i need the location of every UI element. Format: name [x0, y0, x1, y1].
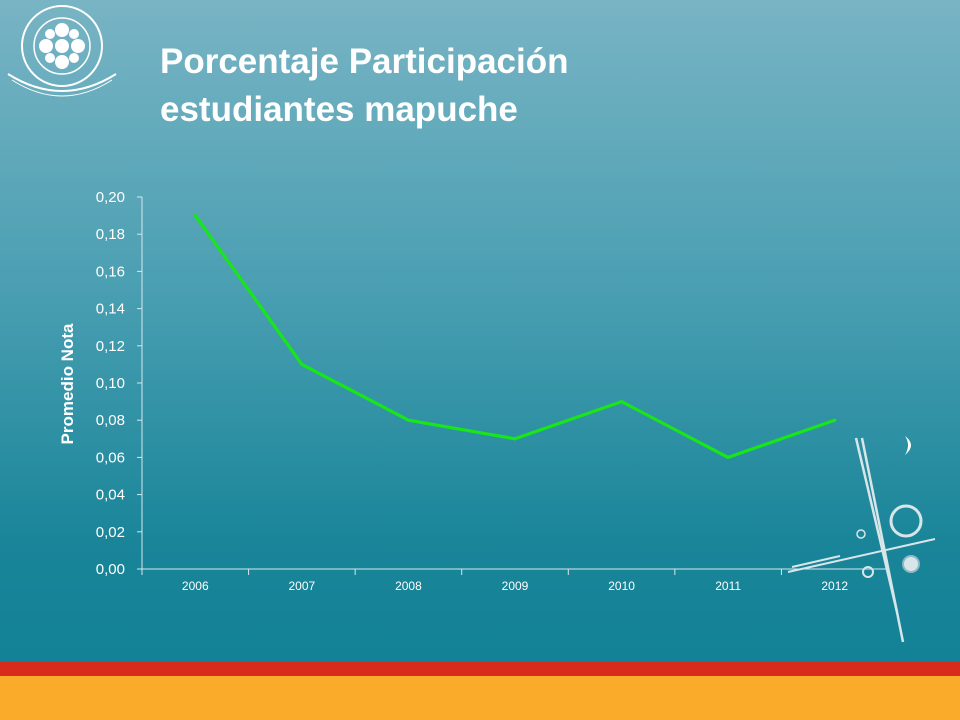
y-tick-label: 0,16 — [96, 263, 125, 280]
chart-axes — [137, 196, 889, 575]
y-tick-label: 0,10 — [96, 375, 125, 392]
y-tick-label: 0,20 — [96, 189, 125, 206]
x-tick-label: 2007 — [289, 579, 316, 593]
data-point — [406, 418, 411, 422]
y-tick-label: 0,02 — [96, 524, 125, 541]
footer-band-red — [0, 662, 960, 676]
data-point — [619, 400, 624, 404]
y-tick-label: 0,14 — [96, 301, 125, 318]
data-point — [300, 362, 304, 366]
y-tick-label: 0,00 — [96, 561, 125, 578]
x-tick-label: 2008 — [395, 579, 422, 593]
x-tick-label: 2010 — [608, 579, 635, 593]
x-tick-label: 2011 — [715, 579, 741, 593]
slide-title-line1: Porcentaje Participación — [160, 42, 569, 81]
y-tick-label: 0,06 — [96, 449, 125, 466]
data-point — [726, 455, 730, 459]
x-tick-label: 2006 — [182, 579, 209, 593]
series-line — [193, 214, 836, 459]
x-tick-label: 2012 — [821, 579, 848, 593]
y-tick-label: 0,12 — [96, 338, 125, 355]
slide-title-line2: estudiantes mapuche — [160, 90, 518, 129]
data-series — [193, 214, 837, 459]
y-axis-label: Promedio Nota — [58, 323, 77, 444]
data-point — [513, 437, 517, 441]
footer-band-orange — [0, 676, 960, 720]
data-point — [193, 214, 197, 218]
x-tick-labels: 2006 2007 2008 2009 2010 2011 2012 — [182, 579, 848, 593]
data-point — [833, 418, 837, 422]
y-tick-label: 0,18 — [96, 226, 125, 243]
slide-title: Porcentaje Participación estudiantes map… — [160, 38, 860, 134]
university-logo — [7, 5, 117, 97]
y-tick-label: 0,08 — [96, 412, 125, 429]
y-tick-labels: 0,00 0,02 0,04 0,06 0,08 0,10 0,12 0,14 0,16 0,18… — [96, 189, 125, 578]
y-tick-label: 0,04 — [96, 487, 125, 504]
x-tick-label: 2009 — [502, 579, 529, 593]
